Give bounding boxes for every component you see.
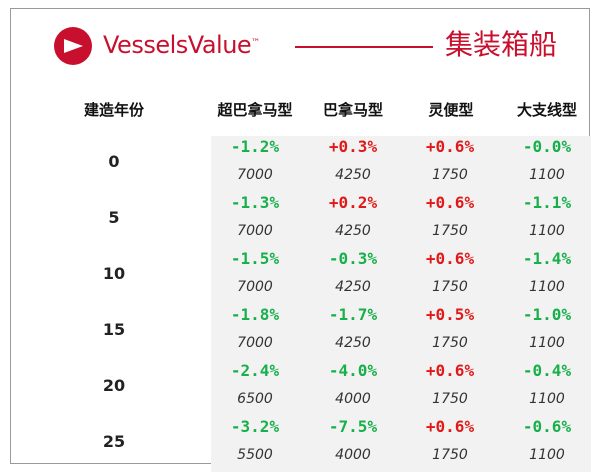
header: VesselsValue™ 集装箱船 xyxy=(11,9,589,81)
value-change-percent: -7.5% xyxy=(328,417,378,436)
report-card: VesselsValue™ 集装箱船 建造年份 超巴拿马型 巴拿马型 灵便型 大… xyxy=(10,8,591,472)
value-change-percent: +0.2% xyxy=(328,193,378,212)
value-change-percent: -1.0% xyxy=(522,305,572,324)
value-change-percent: -1.8% xyxy=(230,305,280,324)
vessel-size-teu: 1100 xyxy=(529,391,565,407)
vessel-size-teu: 7000 xyxy=(237,167,273,183)
value-change-percent: -1.5% xyxy=(230,249,280,268)
vesselsvalue-logo-icon xyxy=(54,27,92,65)
trademark-symbol: ™ xyxy=(251,38,260,48)
vessel-size-teu: 1100 xyxy=(529,279,565,295)
value-change-percent: -1.7% xyxy=(328,305,378,324)
column-header-feedermax: 大支线型 xyxy=(516,101,577,119)
vessel-size-teu: 6500 xyxy=(237,391,273,407)
vessel-size-teu: 4000 xyxy=(335,391,371,407)
build-age-label: 0 xyxy=(108,152,120,171)
value-change-percent: +0.6% xyxy=(425,249,475,268)
vessel-size-teu: 4250 xyxy=(335,223,371,239)
value-change-percent: -2.4% xyxy=(230,361,280,380)
age-column-header: 建造年份 xyxy=(83,101,144,119)
vessel-size-teu: 1100 xyxy=(529,447,565,463)
vessel-size-teu: 1100 xyxy=(529,167,565,183)
value-change-percent: +0.6% xyxy=(425,137,475,156)
vessel-size-teu: 1750 xyxy=(432,223,468,239)
value-change-percent: +0.6% xyxy=(425,417,475,436)
vessel-size-teu: 1750 xyxy=(432,391,468,407)
column-header-handy: 灵便型 xyxy=(428,101,474,119)
value-change-percent: -4.0% xyxy=(328,361,378,380)
column-header-post-panamax: 超巴拿马型 xyxy=(217,101,293,119)
build-age-label: 15 xyxy=(102,320,126,339)
build-age-label: 20 xyxy=(102,376,126,395)
build-age-label: 25 xyxy=(102,432,126,451)
build-age-label: 5 xyxy=(108,208,120,227)
vessel-size-teu: 1750 xyxy=(432,279,468,295)
value-change-percent: +0.3% xyxy=(328,137,378,156)
value-change-percent: -0.0% xyxy=(522,137,572,156)
column-header-panamax: 巴拿马型 xyxy=(322,101,383,119)
value-change-percent: -3.2% xyxy=(230,417,280,436)
vessel-category-title: 集装箱船 xyxy=(445,28,558,61)
vessel-size-teu: 1100 xyxy=(529,335,565,351)
vessel-size-teu: 1750 xyxy=(432,167,468,183)
build-age-label: 10 xyxy=(102,264,126,283)
vessel-size-teu: 4250 xyxy=(335,279,371,295)
value-change-percent: +0.5% xyxy=(425,305,475,324)
vessel-size-teu: 7000 xyxy=(237,279,273,295)
header-rule xyxy=(295,46,433,48)
vessel-size-teu: 7000 xyxy=(237,223,273,239)
value-change-percent: -0.6% xyxy=(522,417,572,436)
vessel-size-teu: 4250 xyxy=(335,335,371,351)
value-change-percent: +0.6% xyxy=(425,193,475,212)
value-change-percent: -1.2% xyxy=(230,137,280,156)
value-change-percent: -0.3% xyxy=(328,249,378,268)
brand-wordmark: VesselsValue™ xyxy=(103,29,260,61)
vessel-size-teu: 5500 xyxy=(237,447,273,463)
value-change-percent: -0.4% xyxy=(522,361,572,380)
vessel-size-teu: 7000 xyxy=(237,335,273,351)
value-change-percent: -1.3% xyxy=(230,193,280,212)
brand-name: VesselsValue xyxy=(103,31,252,59)
values-panel xyxy=(211,136,591,472)
value-change-percent: +0.6% xyxy=(425,361,475,380)
vessel-size-teu: 1100 xyxy=(529,223,565,239)
vessel-size-teu: 4250 xyxy=(335,167,371,183)
vessel-size-teu: 1750 xyxy=(432,447,468,463)
vessel-size-teu: 4000 xyxy=(335,447,371,463)
value-change-percent: -1.4% xyxy=(522,249,572,268)
value-change-percent: -1.1% xyxy=(522,193,572,212)
vessel-size-teu: 1750 xyxy=(432,335,468,351)
